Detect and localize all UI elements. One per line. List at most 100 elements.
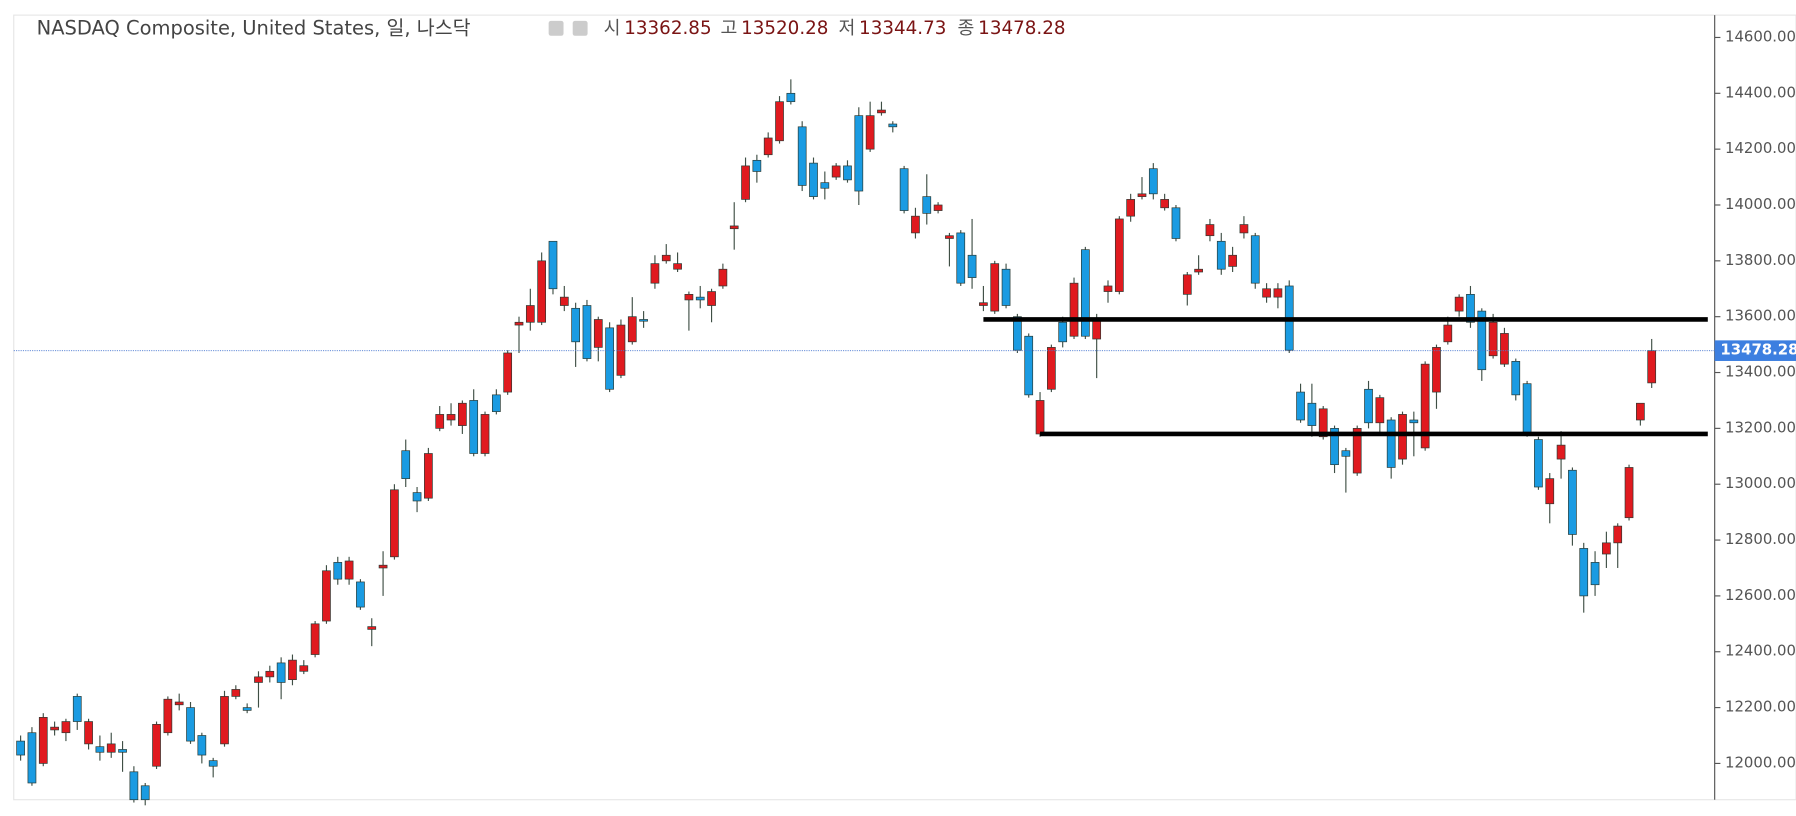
- candle-body: [242, 707, 252, 711]
- candle-body: [1477, 310, 1487, 371]
- candle-body: [288, 659, 297, 681]
- candle-body: [1443, 324, 1453, 343]
- candle-body: [877, 109, 886, 114]
- candle-body: [503, 352, 513, 393]
- y-tick-label: 13600.00: [1725, 307, 1796, 325]
- y-tick-label: 12400.00: [1725, 642, 1796, 660]
- candle-body: [1511, 361, 1521, 396]
- ohlc-header: 시 13362.85 고 13520.28 저 13344.73 종 13478.28: [604, 18, 1066, 39]
- candle-body: [1228, 254, 1237, 267]
- candle-body: [582, 305, 592, 359]
- ohlc-value: 13520.28: [741, 18, 828, 39]
- candle-body: [1386, 419, 1396, 468]
- candle-body: [1330, 428, 1339, 466]
- y-tick-label: 13400.00: [1725, 363, 1796, 381]
- candle-body: [1352, 428, 1362, 474]
- candle-body: [378, 564, 388, 569]
- ohlc-label: 고: [720, 18, 737, 39]
- visibility-icon[interactable]: [548, 20, 564, 36]
- candle-body: [1126, 199, 1136, 217]
- candle-body: [514, 321, 524, 326]
- candle-body: [945, 235, 954, 239]
- candle-body: [911, 215, 920, 234]
- candle-body: [1579, 548, 1589, 597]
- y-tick-label: 13200.00: [1725, 418, 1796, 436]
- candle-body: [1262, 288, 1271, 298]
- candle-body: [186, 707, 195, 742]
- candle-body: [729, 225, 739, 230]
- candle-body: [401, 450, 411, 479]
- candle-body: [843, 165, 852, 181]
- settings-icon[interactable]: [572, 20, 588, 36]
- candle-body: [775, 101, 784, 142]
- candle-body: [1488, 321, 1498, 357]
- candle-body: [129, 771, 139, 801]
- ohlc-value: 13478.28: [978, 18, 1065, 39]
- candle-body: [1103, 285, 1113, 292]
- candle-body: [1420, 363, 1430, 449]
- candle-body: [1613, 525, 1623, 544]
- candle-body: [1001, 268, 1011, 306]
- candle-body: [140, 785, 150, 801]
- candle-body: [899, 168, 909, 211]
- candle-body: [650, 263, 660, 284]
- candle-body: [1069, 282, 1079, 337]
- candle-body: [480, 414, 490, 454]
- candle-body: [1602, 542, 1611, 555]
- ohlc-value: 13344.73: [859, 18, 946, 39]
- last-price-badge: [1714, 340, 1796, 361]
- y-tick-label: 12000.00: [1725, 753, 1796, 771]
- candle-body: [831, 165, 841, 178]
- candle-body: [786, 92, 796, 103]
- candle-body: [1171, 207, 1181, 239]
- y-tick-label: 13800.00: [1725, 251, 1796, 269]
- candle-body: [197, 735, 207, 756]
- candle-body: [1035, 400, 1045, 435]
- candle-body: [344, 560, 354, 580]
- candle-body: [1432, 347, 1441, 393]
- candle-body: [1398, 414, 1407, 460]
- ohlc-label: 저: [838, 18, 855, 39]
- candle-body: [1296, 391, 1305, 421]
- y-tick-label: 14200.00: [1725, 139, 1796, 157]
- candle-body: [1568, 469, 1577, 535]
- candle-body: [627, 316, 637, 343]
- candle-body: [1250, 235, 1260, 284]
- candle-body: [1307, 402, 1317, 426]
- candle-body: [537, 260, 547, 323]
- candle-body: [605, 327, 614, 390]
- candle-body: [933, 204, 943, 211]
- candle-body: [1409, 419, 1419, 424]
- candle-body: [390, 489, 399, 558]
- candle-body: [220, 696, 229, 745]
- candle-body: [27, 732, 37, 784]
- candle-body: [1205, 224, 1215, 237]
- candle-body: [1194, 268, 1203, 273]
- candle-body: [639, 319, 648, 322]
- y-tick-label: 14000.00: [1725, 195, 1796, 213]
- y-tick-label: 12800.00: [1725, 530, 1796, 548]
- candle-body: [84, 721, 93, 745]
- candle-body: [1092, 319, 1102, 340]
- candle-body: [593, 319, 603, 348]
- candle-body: [424, 453, 433, 499]
- candle-body: [1534, 439, 1543, 488]
- candle-body: [673, 263, 682, 270]
- ohlc-label: 종: [958, 18, 975, 39]
- candle-body: [1160, 199, 1169, 209]
- candle-body: [1318, 408, 1328, 438]
- y-tick-label: 14600.00: [1725, 27, 1796, 45]
- candle-body: [1182, 274, 1192, 295]
- candle-body: [491, 394, 501, 412]
- candle-body: [809, 162, 818, 197]
- candle-body: [1556, 444, 1566, 460]
- candle-body: [865, 115, 875, 150]
- ohlc-label: 시: [604, 18, 621, 39]
- candle-body: [979, 302, 988, 306]
- candle-body: [922, 196, 932, 214]
- candle-body: [469, 400, 479, 454]
- candle-body: [435, 414, 445, 429]
- candle-body: [888, 123, 898, 128]
- candle-body: [208, 760, 218, 767]
- y-tick-label: 12600.00: [1725, 586, 1796, 604]
